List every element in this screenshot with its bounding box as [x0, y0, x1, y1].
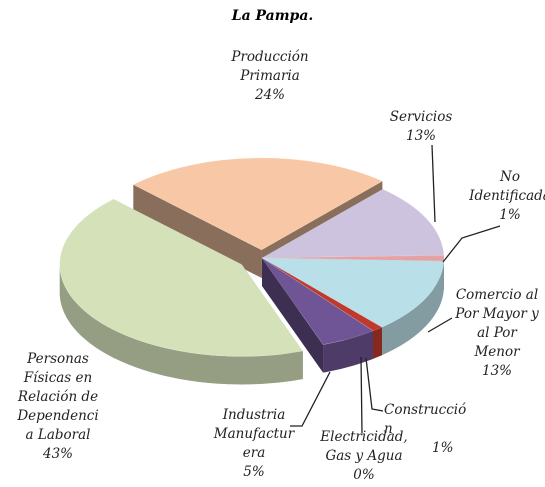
- slice-label: Personas Físicas en Relación de Dependen…: [2, 350, 114, 464]
- pie-slice: [261, 257, 445, 328]
- chart-title: La Pampa.: [231, 8, 314, 24]
- slice-side: [381, 261, 444, 356]
- value-label: 13%: [481, 363, 512, 379]
- slice-label: Industria Manufactur era 5%: [204, 406, 304, 482]
- value-label: 1%: [499, 207, 521, 223]
- slice-label: Construcció n 1%: [384, 401, 484, 458]
- leader-line: [431, 144, 436, 223]
- pie-slice: [132, 157, 383, 251]
- value-label: 13%: [405, 128, 436, 144]
- category-label: Producción Primaria: [231, 49, 309, 84]
- pie-slice: [261, 188, 445, 259]
- slice-label: Electricidad, Gas y Agua 0%: [304, 428, 424, 485]
- category-label: Comercio al Por Mayor y al Por Menor: [455, 287, 539, 360]
- value-label: 0%: [353, 467, 375, 483]
- category-label: Construcció n: [384, 402, 467, 437]
- slice-edge: [133, 184, 262, 278]
- value-label: 5%: [243, 464, 265, 480]
- value-label: 24%: [254, 87, 285, 103]
- slice-label: Servicios 13%: [371, 108, 471, 146]
- pie-slice: [59, 198, 304, 357]
- pie-slice: [261, 257, 374, 345]
- leader-line: [360, 356, 363, 434]
- leader-line: [365, 357, 384, 412]
- slice-edge: [262, 258, 324, 373]
- slice-side: [59, 265, 303, 385]
- value-label: 1%: [432, 440, 454, 456]
- slice-label: Comercio al Por Mayor y al Por Menor 13%: [445, 286, 545, 381]
- pie-slice: [261, 257, 383, 332]
- leader-line: [290, 371, 331, 427]
- category-label: No Identificada: [469, 169, 545, 204]
- slice-side: [373, 327, 382, 359]
- category-label: Personas Físicas en Relación de Dependen…: [17, 351, 99, 443]
- value-label: 43%: [42, 446, 73, 462]
- category-label: Industria Manufactur era: [213, 407, 295, 461]
- slice-label: Producción Primaria 24%: [210, 48, 330, 105]
- category-label: Electricidad, Gas y Agua: [320, 429, 408, 464]
- leader-line: [427, 317, 453, 333]
- category-label: Servicios: [389, 109, 453, 125]
- leader-line: [442, 225, 501, 263]
- slice-label: No Identificada 1%: [460, 168, 545, 225]
